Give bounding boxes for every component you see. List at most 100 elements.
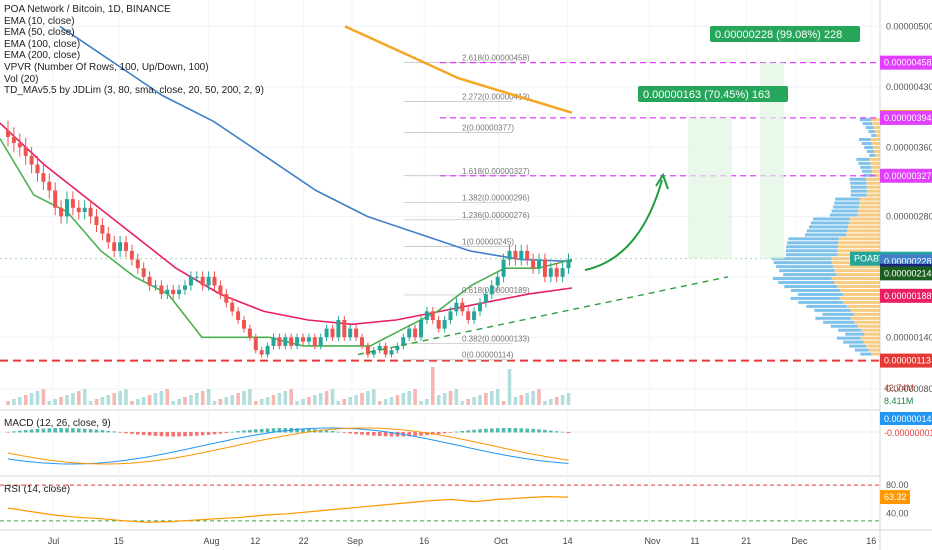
price-tag xyxy=(880,168,932,183)
volume-bar xyxy=(6,401,10,405)
vpvr-bar xyxy=(798,300,844,304)
volume-bar xyxy=(484,393,488,405)
fib-level-label: 0.618(0.00000189) xyxy=(462,286,530,295)
macd-histogram-bar xyxy=(177,432,181,437)
macd-histogram-bar xyxy=(419,432,423,436)
vpvr-bar xyxy=(850,189,867,193)
volume-bar xyxy=(159,391,164,405)
candle-body xyxy=(306,337,311,342)
candle-body xyxy=(194,276,199,278)
candle-body xyxy=(253,337,258,351)
rsi-legend[interactable]: RSI (14, close) xyxy=(4,484,71,495)
macd-histogram-bar xyxy=(189,432,193,437)
legend-indicator-ema10[interactable]: EMA (10, close) xyxy=(4,15,75,27)
macd-histogram-bar xyxy=(236,431,240,433)
vpvr-bar xyxy=(860,352,872,356)
macd-legend[interactable]: MACD (12, 26, close, 9) xyxy=(4,418,111,429)
y-tick-label: 0.00000140 xyxy=(886,332,932,342)
x-tick-label: 16 xyxy=(419,536,429,546)
candle-body xyxy=(501,259,506,277)
candle-body xyxy=(118,242,123,251)
vpvr-bar xyxy=(785,249,838,253)
candle-body xyxy=(554,268,559,277)
macd-histogram-bar xyxy=(71,428,75,433)
candle-body xyxy=(200,276,205,286)
fib-level-label: 1.236(0.00000276) xyxy=(462,211,530,220)
candle-body xyxy=(460,302,465,312)
vpvr-bar xyxy=(843,292,880,296)
macd-histogram-bar xyxy=(77,428,81,433)
price-tag xyxy=(880,110,932,125)
candle-body xyxy=(259,350,264,355)
vpvr-bar xyxy=(790,296,840,300)
vpvr-bar xyxy=(810,221,849,225)
vpvr-bar xyxy=(846,233,880,237)
volume-bar xyxy=(206,389,211,405)
macd-histogram-bar xyxy=(6,432,10,433)
price-tag-label: 0.00000394 xyxy=(884,113,932,123)
volume-bar xyxy=(118,391,122,405)
candle-body xyxy=(135,259,140,269)
vpvr-bar xyxy=(808,225,848,229)
candle-body xyxy=(330,328,335,338)
macd-histogram-bar xyxy=(29,429,34,433)
candle-body xyxy=(448,311,453,320)
legend-symbol[interactable]: POA Network / Bitcoin, 1D, BINANCE xyxy=(4,4,171,15)
ema50-line xyxy=(0,122,573,326)
volume-bar xyxy=(165,389,170,405)
vpvr-bar xyxy=(871,165,880,169)
legend-indicator-vol[interactable]: Vol (20) xyxy=(4,73,39,85)
macd-histogram-bar xyxy=(130,432,134,434)
macd-histogram-bar xyxy=(484,428,488,433)
macd-histogram-bar xyxy=(501,428,506,433)
vpvr-bar xyxy=(786,245,838,249)
fib-level-label: 0.382(0.00000133) xyxy=(462,334,530,343)
volume-bar xyxy=(407,391,411,405)
vpvr-bar xyxy=(773,261,833,265)
candle-body xyxy=(100,225,105,234)
macd-histogram-bar xyxy=(301,428,305,433)
volume-bar xyxy=(377,401,382,405)
candle-body xyxy=(206,276,211,286)
candle-body xyxy=(218,285,223,295)
macd-histogram-bar xyxy=(495,428,500,433)
vpvr-bar xyxy=(850,181,867,185)
candle-body xyxy=(383,345,388,355)
legend-indicator-tdma[interactable]: TD_MAv5.5 by JDLim (3, 80, sma, close, 2… xyxy=(4,85,264,97)
vpvr-bar xyxy=(833,265,880,269)
legend-indicator-vpvr[interactable]: VPVR (Number Of Rows, 100, Up/Down, 100) xyxy=(4,61,209,73)
macd-histogram-bar xyxy=(153,432,158,436)
macd-histogram-bar xyxy=(12,431,16,433)
volume-bar xyxy=(153,393,158,405)
candle-body xyxy=(70,199,75,208)
macd-histogram-bar xyxy=(295,428,299,433)
candle-body xyxy=(548,268,553,277)
macd-histogram-bar xyxy=(124,432,128,434)
vpvr-bar xyxy=(857,213,880,217)
vpvr-bar xyxy=(858,161,871,165)
vpvr-bar xyxy=(849,344,867,348)
volume-bar xyxy=(195,393,199,405)
macd-histogram-bar xyxy=(94,429,99,433)
legend-indicator-ema100[interactable]: EMA (100, close) xyxy=(4,38,81,50)
macd-histogram-bar xyxy=(554,431,559,433)
macd-histogram-bar xyxy=(47,428,52,433)
macd-histogram-bar xyxy=(88,429,93,433)
target-callout xyxy=(710,26,860,42)
vpvr-bar xyxy=(870,138,880,142)
volume-bar xyxy=(366,391,370,405)
vpvr-bar xyxy=(812,217,850,221)
candle-body xyxy=(542,259,547,277)
vpvr-bar xyxy=(870,161,880,165)
y-tick-label: 0.00000360 xyxy=(886,142,932,152)
legend-indicator-ema200[interactable]: EMA (200, close) xyxy=(4,50,81,62)
vpvr-bar xyxy=(872,145,880,149)
macd-histogram-bar xyxy=(425,432,429,436)
legend-indicator-ema50[interactable]: EMA (50, close) xyxy=(4,27,75,39)
vpvr-bar xyxy=(861,169,872,173)
volume-bar xyxy=(549,399,553,405)
vpvr-bar xyxy=(843,340,864,344)
price-tag xyxy=(880,353,932,368)
target-callout xyxy=(638,86,788,102)
